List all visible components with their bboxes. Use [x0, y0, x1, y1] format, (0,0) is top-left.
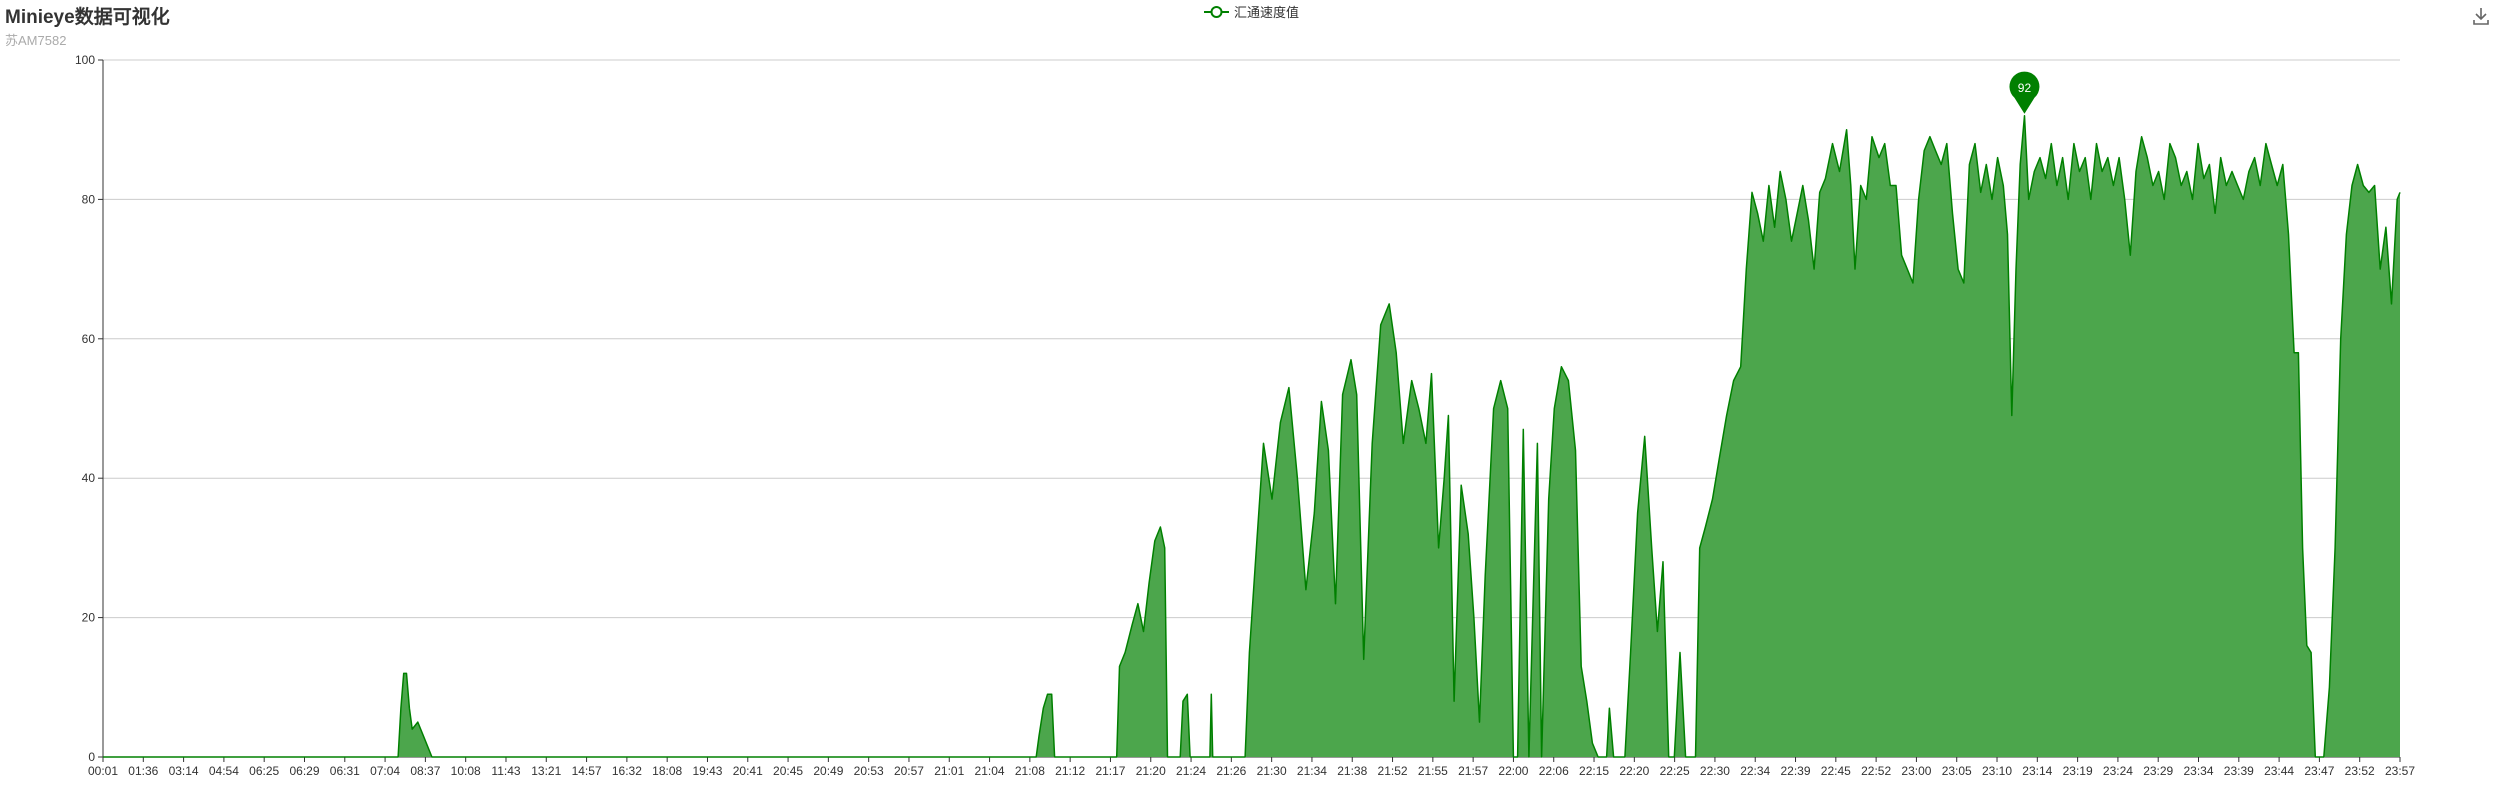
x-tick-label: 23:44	[2264, 764, 2294, 778]
chart-subtitle: 苏AM7582	[5, 33, 67, 48]
y-tick-label: 60	[82, 332, 96, 346]
x-tick-label: 21:17	[1095, 764, 1125, 778]
x-tick-label: 19:43	[692, 764, 722, 778]
legend-label: 汇通速度值	[1234, 5, 1300, 20]
y-tick-label: 0	[88, 750, 95, 764]
x-tick-label: 23:00	[1901, 764, 1931, 778]
x-tick-label: 22:30	[1700, 764, 1730, 778]
x-tick-label: 22:06	[1539, 764, 1569, 778]
x-tick-label: 07:04	[370, 764, 400, 778]
chart-title: Minieye数据可视化	[5, 7, 170, 28]
x-tick-label: 21:52	[1378, 764, 1408, 778]
x-tick-label: 20:41	[733, 764, 763, 778]
x-tick-label: 21:34	[1297, 764, 1327, 778]
x-tick-label: 22:34	[1740, 764, 1770, 778]
x-tick-label: 21:26	[1216, 764, 1246, 778]
x-tick-label: 21:20	[1136, 764, 1166, 778]
x-tick-label: 21:24	[1176, 764, 1206, 778]
x-tick-label: 22:45	[1821, 764, 1851, 778]
x-tick-label: 23:39	[2224, 764, 2254, 778]
max-value-pin	[2009, 71, 2040, 114]
x-tick-label: 16:32	[612, 764, 642, 778]
series-area-speed	[103, 115, 2400, 758]
x-tick-label: 21:38	[1337, 764, 1367, 778]
x-tick-label: 22:00	[1498, 764, 1528, 778]
x-tick-label: 23:29	[2143, 764, 2173, 778]
x-tick-label: 22:25	[1660, 764, 1690, 778]
x-tick-label: 11:43	[491, 764, 520, 778]
x-tick-label: 18:08	[652, 764, 682, 778]
y-tick-label: 20	[82, 611, 96, 625]
x-tick-label: 13:21	[531, 764, 561, 778]
x-tick-label: 22:52	[1861, 764, 1891, 778]
x-tick-label: 23:47	[2304, 764, 2334, 778]
x-tick-label: 10:08	[451, 764, 481, 778]
x-tick-label: 00:01	[88, 764, 118, 778]
x-tick-label: 23:10	[1982, 764, 2012, 778]
x-tick-label: 21:57	[1458, 764, 1488, 778]
download-icon[interactable]	[2471, 6, 2491, 26]
x-tick-label: 23:19	[2063, 764, 2093, 778]
x-tick-label: 06:31	[330, 764, 360, 778]
y-tick-label: 40	[82, 471, 96, 485]
x-tick-label: 03:14	[169, 764, 199, 778]
x-tick-label: 04:54	[209, 764, 239, 778]
x-tick-label: 14:57	[572, 764, 602, 778]
x-tick-label: 22:15	[1579, 764, 1609, 778]
x-tick-label: 21:01	[934, 764, 964, 778]
x-tick-label: 06:25	[249, 764, 279, 778]
x-tick-label: 22:20	[1619, 764, 1649, 778]
x-tick-label: 20:53	[854, 764, 884, 778]
y-tick-label: 100	[75, 53, 95, 67]
x-tick-label: 01:36	[128, 764, 158, 778]
y-tick-label: 80	[82, 192, 96, 206]
legend-item-speed[interactable]: 汇通速度值	[1204, 2, 1299, 21]
x-tick-label: 21:55	[1418, 764, 1448, 778]
x-tick-label: 20:57	[894, 764, 924, 778]
x-tick-label: 22:39	[1781, 764, 1811, 778]
x-tick-label: 21:08	[1015, 764, 1045, 778]
x-tick-label: 23:57	[2385, 764, 2415, 778]
x-tick-label: 20:49	[813, 764, 843, 778]
x-tick-label: 23:52	[2345, 764, 2375, 778]
series-line-speed	[103, 115, 2401, 758]
x-tick-label: 23:14	[2022, 764, 2052, 778]
x-tick-label: 23:05	[1942, 764, 1972, 778]
legend-line-circle-icon	[1204, 5, 1229, 18]
x-tick-label: 21:12	[1055, 764, 1085, 778]
x-tick-label: 23:34	[2183, 764, 2213, 778]
max-value-label: 92	[2018, 81, 2032, 95]
x-tick-label: 23:24	[2103, 764, 2133, 778]
x-tick-label: 21:04	[975, 764, 1005, 778]
x-tick-label: 20:45	[773, 764, 803, 778]
x-tick-label: 08:37	[410, 764, 440, 778]
x-tick-label: 21:30	[1257, 764, 1287, 778]
x-tick-label: 06:29	[289, 764, 319, 778]
